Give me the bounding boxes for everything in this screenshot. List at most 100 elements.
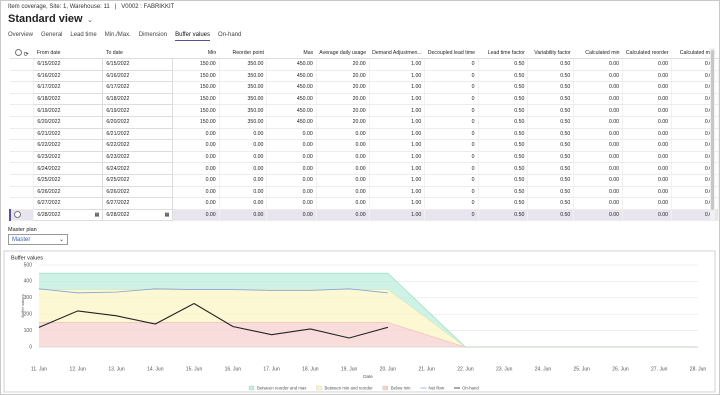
grid-row[interactable]: 6/20/2022 6/20/2022 150.00 350.00 450.00 20.0…: [10, 115, 719, 129]
date-cell[interactable]: 6/19/2022: [33, 104, 104, 117]
row-selector[interactable]: [10, 116, 35, 129]
column-header[interactable]: Calculated reorder: [622, 48, 672, 59]
value-cell: 0.00: [573, 139, 624, 152]
column-header[interactable]: Average daily usage: [316, 48, 370, 59]
row-selector[interactable]: [10, 151, 35, 164]
date-cell[interactable]: 6/15/2022: [102, 58, 174, 71]
tab[interactable]: General: [41, 32, 63, 38]
cell-text: 6/20/2022: [37, 119, 61, 126]
column-header[interactable]: Max: [266, 48, 317, 59]
column-header[interactable]: Lead time factor: [478, 48, 528, 59]
date-cell[interactable]: 6/17/2022: [102, 81, 174, 94]
row-selector[interactable]: [10, 93, 35, 106]
tab[interactable]: On-hand: [218, 32, 242, 38]
tab[interactable]: Min./Max.: [104, 32, 131, 38]
cell-text: 6/21/2022: [106, 130, 130, 137]
master-plan-dropdown[interactable]: Master ⌄: [8, 234, 68, 245]
date-cell[interactable]: 6/27/2022: [33, 197, 104, 210]
date-cell[interactable]: 6/27/2022: [102, 197, 174, 210]
column-header[interactable]: Demand Adjustmen...: [369, 48, 425, 59]
tab[interactable]: Overview: [8, 32, 34, 38]
column-header[interactable]: Calculated max: [671, 48, 719, 59]
date-cell[interactable]: 6/26/2022: [33, 185, 104, 199]
date-cell[interactable]: 6/24/2022: [102, 162, 174, 175]
date-cell[interactable]: 6/23/2022: [33, 150, 104, 164]
column-header[interactable]: Reorder point: [219, 48, 267, 59]
tab[interactable]: Buffer values: [175, 32, 211, 41]
grid-row[interactable]: 6/15/2022 6/15/2022 150.00 350.00 450.00 20.0…: [10, 58, 719, 71]
grid-row[interactable]: 6/23/2022 6/23/2022 0.00 0.00 0.00 0.00 1.00 0 0…: [10, 150, 719, 164]
value-cell: 1.00: [369, 151, 426, 164]
date-cell[interactable]: 6/16/2022: [102, 69, 174, 83]
cell-text: 0.00: [205, 142, 216, 149]
grid-row[interactable]: 6/19/2022 6/19/2022 150.00 350.00 450.00 20.0…: [10, 104, 719, 117]
row-selector[interactable]: [9, 209, 35, 222]
calendar-icon[interactable]: ▦: [94, 212, 100, 219]
tab[interactable]: Dimension: [138, 32, 168, 38]
row-circle[interactable]: [14, 210, 21, 218]
grid-row[interactable]: 6/24/2022 6/24/2022 0.00 0.00 0.00 0.00 1.00 0 0…: [10, 162, 719, 175]
cell-text: 0.00: [253, 200, 264, 207]
date-cell[interactable]: 6/24/2022: [33, 162, 104, 175]
date-cell[interactable]: 6/23/2022: [102, 150, 174, 164]
grid-row[interactable]: 6/16/2022 6/16/2022 150.00 350.00 450.00 20.0…: [10, 69, 719, 83]
date-cell[interactable]: 6/25/2022: [33, 173, 104, 187]
date-cell[interactable]: 6/22/2022: [102, 139, 174, 152]
row-selector[interactable]: [10, 58, 35, 71]
row-selector[interactable]: [10, 139, 35, 152]
date-cell[interactable]: 6/20/2022: [33, 115, 104, 129]
date-cell[interactable]: 6/20/2022: [102, 115, 174, 129]
date-cell[interactable]: 6/19/2022: [102, 104, 174, 117]
grid-row[interactable]: 6/21/2022 6/21/2022 0.00 0.00 0.00 0.00 1.00 0 0…: [10, 127, 719, 141]
select-circle[interactable]: [15, 48, 23, 56]
date-cell[interactable]: 6/18/2022: [102, 92, 174, 106]
value-cell: 0: [424, 70, 479, 83]
date-cell[interactable]: 6/28/2022 ▦: [102, 208, 174, 222]
grid-row[interactable]: 6/28/2022 ▦ 6/28/2022 ▦ 0.00 0.00 0.00 0.00 1.00…: [9, 208, 719, 222]
grid-row[interactable]: 6/27/2022 6/27/2022 0.00 0.00 0.00 0.00 1.00 0 0…: [10, 197, 719, 210]
column-header[interactable]: To date: [102, 48, 173, 59]
row-selector[interactable]: [10, 104, 35, 117]
cell-text: 6/25/2022: [106, 177, 130, 184]
date-cell[interactable]: 6/21/2022: [102, 127, 174, 141]
cell-text: 1.00: [411, 188, 422, 195]
column-header[interactable]: Variability factor: [527, 48, 574, 59]
date-cell[interactable]: 6/28/2022 ▦: [33, 208, 104, 222]
column-header[interactable]: Calculated min: [573, 48, 623, 59]
grid-row[interactable]: 6/17/2022 6/17/2022 150.00 350.00 450.00 20.0…: [10, 81, 719, 94]
cell-text: 350.00: [247, 61, 264, 68]
calendar-icon[interactable]: ▦: [164, 212, 170, 219]
row-selector[interactable]: [10, 81, 35, 94]
refresh-icon[interactable]: ⟳: [23, 51, 29, 58]
tab[interactable]: Lead time: [70, 32, 97, 38]
scroll-thumb[interactable]: [711, 50, 714, 210]
column-header[interactable]: From date: [33, 48, 103, 59]
row-selector[interactable]: [10, 174, 35, 187]
date-cell[interactable]: 6/18/2022: [33, 92, 104, 106]
view-chevron[interactable]: ⌄: [87, 17, 93, 24]
row-selector[interactable]: [10, 70, 35, 83]
date-cell[interactable]: 6/21/2022: [33, 127, 104, 141]
date-cell[interactable]: 6/22/2022: [33, 139, 104, 152]
scrollbar[interactable]: [710, 48, 715, 220]
row-selector[interactable]: [10, 197, 35, 210]
column-header[interactable]: Min: [172, 48, 220, 59]
select-all[interactable]: ⟳: [10, 48, 34, 59]
cell-text: 0.00: [205, 188, 216, 195]
grid-row[interactable]: 6/26/2022 6/26/2022 0.00 0.00 0.00 0.00 1.00 0 0…: [10, 185, 719, 199]
date-cell[interactable]: 6/25/2022: [102, 173, 174, 187]
row-selector[interactable]: [10, 186, 35, 199]
grid-row[interactable]: 6/18/2022 6/18/2022 150.00 350.00 450.00 20.0…: [10, 92, 719, 106]
grid-row[interactable]: 6/25/2022 6/25/2022 0.00 0.00 0.00 0.00 1.00 0 0…: [10, 173, 719, 187]
date-cell[interactable]: 6/16/2022: [33, 69, 104, 83]
row-selector[interactable]: [10, 128, 35, 141]
column-header[interactable]: Decoupled lead time: [424, 48, 479, 59]
date-cell[interactable]: 6/17/2022: [33, 81, 104, 94]
view-title[interactable]: Standard view: [8, 13, 83, 25]
grid-row[interactable]: 6/22/2022 6/22/2022 0.00 0.00 0.00 0.00 1.00 0 0…: [10, 139, 719, 152]
row-selector[interactable]: [10, 162, 35, 175]
date-cell[interactable]: 6/15/2022: [33, 58, 104, 71]
value-cell: 0.50: [478, 151, 529, 164]
date-cell[interactable]: 6/26/2022: [102, 185, 174, 199]
cell-text: 0.50: [514, 142, 525, 149]
